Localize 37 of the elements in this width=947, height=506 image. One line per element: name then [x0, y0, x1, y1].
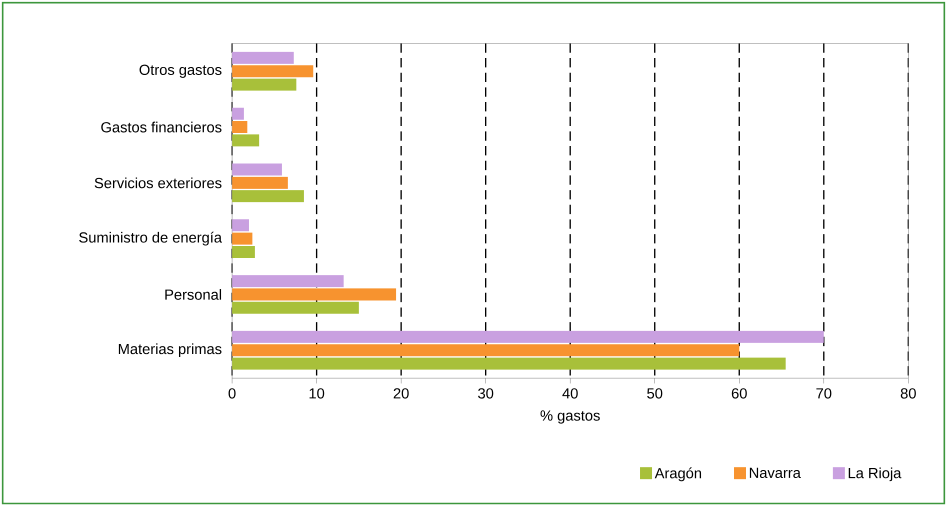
x-tick-label: 50	[647, 388, 662, 398]
bar	[232, 357, 786, 370]
y-tick-label: Materias primas	[118, 343, 222, 357]
bar	[232, 288, 396, 300]
bar	[232, 163, 282, 176]
x-axis-title: % gastos	[540, 410, 600, 424]
x-tick-label: 20	[394, 388, 409, 398]
bar	[232, 232, 252, 245]
x-tick-label: 30	[478, 388, 494, 398]
y-tick-label: Gastos financieros	[101, 122, 222, 132]
x-tick-label: 60	[732, 388, 747, 398]
y-tick-label: Personal	[165, 288, 222, 300]
bar	[232, 246, 255, 258]
bar	[232, 190, 304, 202]
bar	[232, 219, 249, 232]
y-tick-label: Suministro de energía	[79, 232, 222, 246]
bar	[232, 176, 288, 189]
bar	[232, 330, 824, 343]
bar	[232, 275, 344, 288]
bar	[232, 52, 294, 64]
y-tick-label: Servicios exteriores	[94, 177, 222, 188]
x-tick-label: 40	[562, 388, 578, 398]
x-tick-label: 0	[228, 388, 236, 398]
legend-label: Navarra	[750, 468, 801, 478]
bar	[232, 302, 359, 314]
x-tick-label: 80	[900, 388, 916, 398]
bar	[232, 108, 244, 120]
bar	[232, 65, 314, 78]
bar	[232, 78, 296, 91]
y-tick-label: Otros gastos	[140, 64, 222, 78]
bar	[232, 344, 740, 356]
legend-label: La Rioja	[848, 467, 902, 482]
x-tick-label: 70	[816, 388, 832, 398]
bar	[232, 134, 260, 146]
legend-label: Aragón	[654, 467, 702, 482]
bar	[232, 120, 248, 133]
x-tick-label: 10	[310, 388, 324, 398]
